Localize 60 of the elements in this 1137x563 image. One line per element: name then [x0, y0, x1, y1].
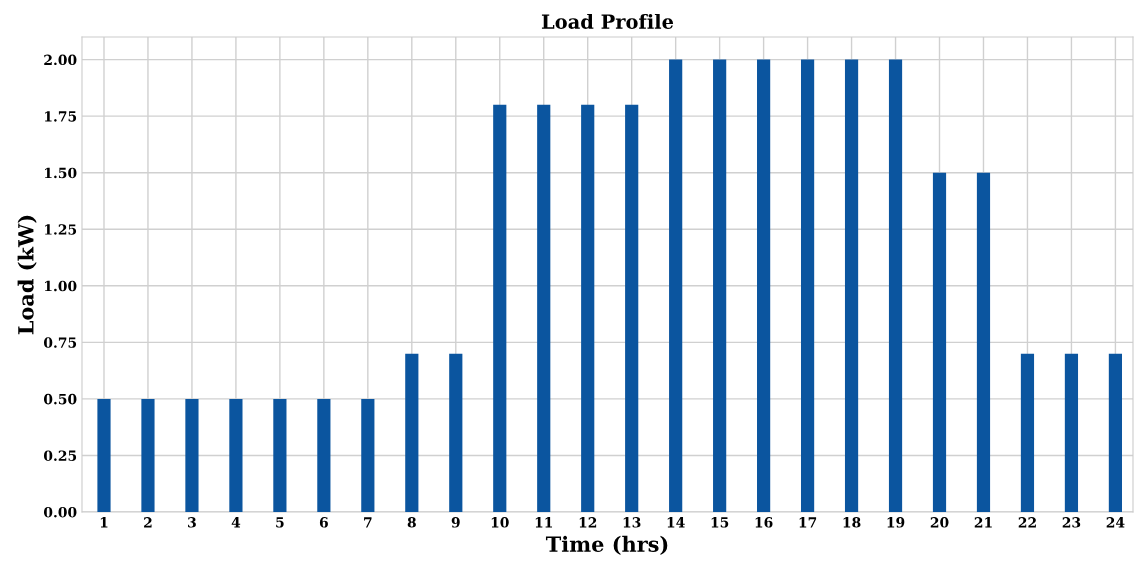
y-tick-label: 1.00 — [45, 280, 77, 292]
x-tick-label: 18 — [843, 517, 861, 528]
y-tick-label: 0.25 — [43, 450, 77, 461]
bar — [976, 172, 991, 512]
y-tick-label: 2.00 — [44, 54, 77, 66]
bar — [273, 398, 287, 512]
bar — [1064, 353, 1079, 512]
x-tick-label: 21 — [974, 517, 992, 528]
x-tick-label: 3 — [188, 517, 196, 528]
x-tick-label: 12 — [579, 517, 597, 528]
x-tick-label: 22 — [1018, 517, 1036, 528]
x-tick-label: 17 — [799, 517, 817, 528]
x-tick-label: 24 — [1106, 517, 1125, 528]
x-tick-label: 9 — [451, 517, 460, 528]
x-tick-label: 14 — [667, 517, 685, 528]
bar — [800, 59, 815, 512]
bar — [185, 398, 199, 512]
bar — [537, 104, 551, 512]
bar — [757, 59, 771, 512]
bar — [844, 59, 859, 512]
x-tick-label: 8 — [407, 517, 416, 528]
bar — [932, 172, 947, 512]
y-tick-label: 0.50 — [43, 393, 77, 405]
x-tick-label: 16 — [755, 517, 773, 528]
bar — [713, 59, 727, 512]
y-tick-label: 1.25 — [45, 224, 77, 235]
y-tick-label: 0.75 — [43, 337, 77, 348]
x-tick-label: 10 — [491, 517, 509, 528]
bar — [1108, 353, 1123, 512]
bar — [493, 104, 507, 512]
x-tick-label: 7 — [364, 517, 372, 528]
x-tick-label: 20 — [930, 517, 949, 528]
y-tick-label: 0.00 — [43, 506, 77, 518]
bar — [1020, 353, 1035, 512]
x-tick-label: 4 — [231, 517, 241, 528]
bar — [317, 398, 331, 512]
x-tick-label: 6 — [319, 517, 328, 528]
bar — [229, 398, 243, 512]
x-axis-title: Time (hrs) — [545, 535, 668, 555]
bar — [625, 104, 639, 512]
bar — [97, 398, 111, 512]
bar — [449, 353, 463, 512]
bar — [669, 59, 683, 512]
y-tick-label: 1.50 — [45, 167, 77, 179]
x-tick-label: 19 — [887, 517, 905, 528]
x-tick-label: 5 — [276, 517, 284, 528]
bar — [405, 353, 419, 512]
x-tick-label: 15 — [711, 517, 729, 528]
bar — [141, 398, 155, 512]
x-tick-label: 1 — [100, 517, 108, 528]
x-tick-label: 11 — [535, 517, 553, 528]
y-tick-label: 1.75 — [45, 111, 77, 122]
bar — [361, 398, 375, 512]
bar — [888, 59, 903, 512]
x-tick-label: 2 — [144, 517, 152, 528]
bar — [581, 104, 595, 512]
y-axis-title: Load (kW) — [17, 215, 37, 335]
x-tick-label: 13 — [623, 517, 641, 528]
x-tick-label: 23 — [1062, 517, 1081, 528]
chart-title: Load Profile — [541, 13, 674, 29]
